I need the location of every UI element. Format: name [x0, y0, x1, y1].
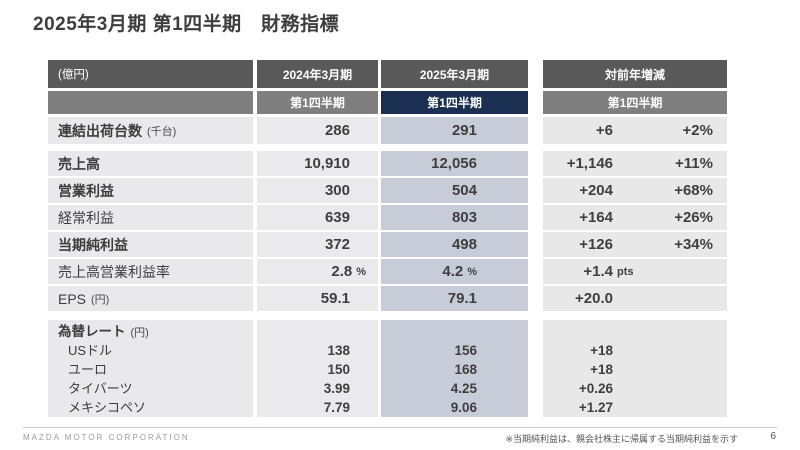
table-row: 売上高 10,910 12,056 — [48, 151, 528, 176]
table-row: 経常利益 639 803 — [48, 205, 528, 230]
row-label: 売上高 — [48, 151, 253, 176]
page-number: 6 — [770, 431, 776, 442]
yoy-table: 対前年増減 第1四半期 +6 +2% +1,146 +11% +204 +68%… — [543, 60, 727, 417]
percent-suffix: % — [467, 265, 477, 278]
pts-suffix: pts — [617, 265, 634, 278]
yoy-row: +6 +2% — [543, 117, 727, 144]
value-fy2024: 639 — [257, 205, 378, 230]
table-row: EPS (円) 59.1 79.1 — [48, 286, 528, 311]
footer-divider — [23, 427, 777, 428]
fx-unit: (円) — [130, 327, 149, 339]
yoy-row: +164 +26% — [543, 205, 727, 230]
yoy-amount: +6 — [595, 122, 613, 139]
value-fy2024: 59.1 — [257, 286, 378, 311]
yoy-percent: +34% — [674, 236, 713, 253]
fx-currency-label: ユーロ — [68, 362, 108, 377]
yoy-header-quarter: 第1四半期 — [543, 91, 727, 114]
yoy-amount: +20.0 — [575, 290, 613, 307]
unit-header-cell: (億円) — [48, 60, 253, 88]
yoy-fx-value: +18 — [590, 362, 613, 377]
table-row: 営業利益 300 504 — [48, 178, 528, 203]
value-fy2024: 286 — [257, 117, 378, 144]
row-label: EPS (円) — [48, 286, 253, 311]
fx-currency-label: USドル — [68, 343, 113, 358]
row-label: 売上高営業利益率 — [48, 259, 253, 284]
table-row: 連結出荷台数 (千台) 286 291 — [48, 117, 528, 144]
fx-value: 9.06 — [450, 400, 477, 415]
company-name: MAZDA MOTOR CORPORATION — [23, 433, 190, 442]
yoy-percent: +11% — [675, 155, 713, 172]
header-empty-cell — [48, 91, 253, 114]
table-header-row-fiscal-year: (億円) 2024年3月期 2025年3月期 — [48, 60, 528, 88]
financial-table: (億円) 2024年3月期 2025年3月期 第1四半期 第1四半期 連結出荷台… — [48, 60, 528, 417]
fx-currency-label: メキシコペソ — [68, 400, 147, 415]
fx-value: 7.79 — [323, 400, 350, 415]
header-q1-2025: 第1四半期 — [381, 91, 528, 114]
row-unit: (千台) — [147, 125, 177, 138]
value-fy2024: 372 — [257, 232, 378, 257]
fx-label-cell: 為替レート (円) USドル ユーロ タイバーツ メキシコペソ — [48, 320, 253, 417]
fx-section-title: 為替レート (円) — [58, 324, 149, 339]
yoy-fx-value: +18 — [590, 343, 613, 358]
value-fy2025: 291 — [381, 117, 528, 144]
value-fy2025: 79.1 — [381, 286, 528, 311]
fx-value: 4.25 — [450, 381, 477, 396]
yoy-fx-value: +0.26 — [578, 381, 613, 396]
fx-value: 150 — [327, 362, 350, 377]
yoy-amount: +1,146 — [566, 155, 613, 172]
yoy-amount: +126 — [579, 236, 613, 253]
fx-value: 168 — [454, 362, 477, 377]
header-fy2024: 2024年3月期 — [257, 60, 378, 88]
yoy-row: +126 +34% — [543, 232, 727, 257]
yoy-row: +1.4 pts — [543, 259, 727, 284]
value-fy2025: 504 — [381, 178, 528, 203]
header-fy2025: 2025年3月期 — [381, 60, 528, 88]
row-label: 経常利益 — [48, 205, 253, 230]
yoy-percent: +2% — [682, 122, 713, 139]
yoy-row: +20.0 — [543, 286, 727, 311]
row-unit: (円) — [91, 293, 110, 306]
yoy-percent: +26% — [674, 209, 713, 226]
value-fy2024: 10,910 — [257, 151, 378, 176]
percent-suffix: % — [356, 265, 366, 278]
fx-value: 138 — [327, 343, 350, 358]
fx-value: 3.99 — [323, 381, 350, 396]
value-fy2025: 4.2% — [381, 259, 528, 284]
yoy-amount: +164 — [579, 209, 613, 226]
row-label: 営業利益 — [48, 178, 253, 203]
row-label: 当期純利益 — [48, 232, 253, 257]
yoy-amount: +204 — [579, 182, 613, 199]
page-title: 2025年3月期 第1四半期 財務指標 — [33, 14, 340, 35]
yoy-row: +1,146 +11% — [543, 151, 727, 176]
yoy-amount: +1.4 — [583, 263, 613, 280]
table-header-row-quarter: 第1四半期 第1四半期 — [48, 91, 528, 114]
fx-currency-label: タイバーツ — [68, 381, 133, 396]
fx-value: 156 — [454, 343, 477, 358]
fx-values-fy2025: 156 168 4.25 9.06 — [381, 320, 528, 417]
value-fy2025: 12,056 — [381, 151, 528, 176]
yoy-header-title: 対前年増減 — [543, 60, 727, 88]
yoy-fx-value: +1.27 — [578, 400, 613, 415]
value-fy2024: 2.8% — [257, 259, 378, 284]
header-q1-2024: 第1四半期 — [257, 91, 378, 114]
row-label: 連結出荷台数 (千台) — [48, 117, 253, 144]
table-row: 売上高営業利益率 2.8% 4.2% — [48, 259, 528, 284]
yoy-row: +204 +68% — [543, 178, 727, 203]
yoy-fx-section: +18 +18 +0.26 +1.27 — [543, 320, 727, 417]
value-fy2024: 300 — [257, 178, 378, 203]
fx-values-fy2024: 138 150 3.99 7.79 — [257, 320, 378, 417]
value-fy2025: 498 — [381, 232, 528, 257]
value-fy2025: 803 — [381, 205, 528, 230]
table-row: 当期純利益 372 498 — [48, 232, 528, 257]
yoy-percent: +68% — [674, 182, 713, 199]
fx-rate-section: 為替レート (円) USドル ユーロ タイバーツ メキシコペソ 138 150 3… — [48, 320, 528, 417]
footnote: ※当期純利益は、親会社株主に帰属する当期純利益を示す — [505, 434, 738, 444]
